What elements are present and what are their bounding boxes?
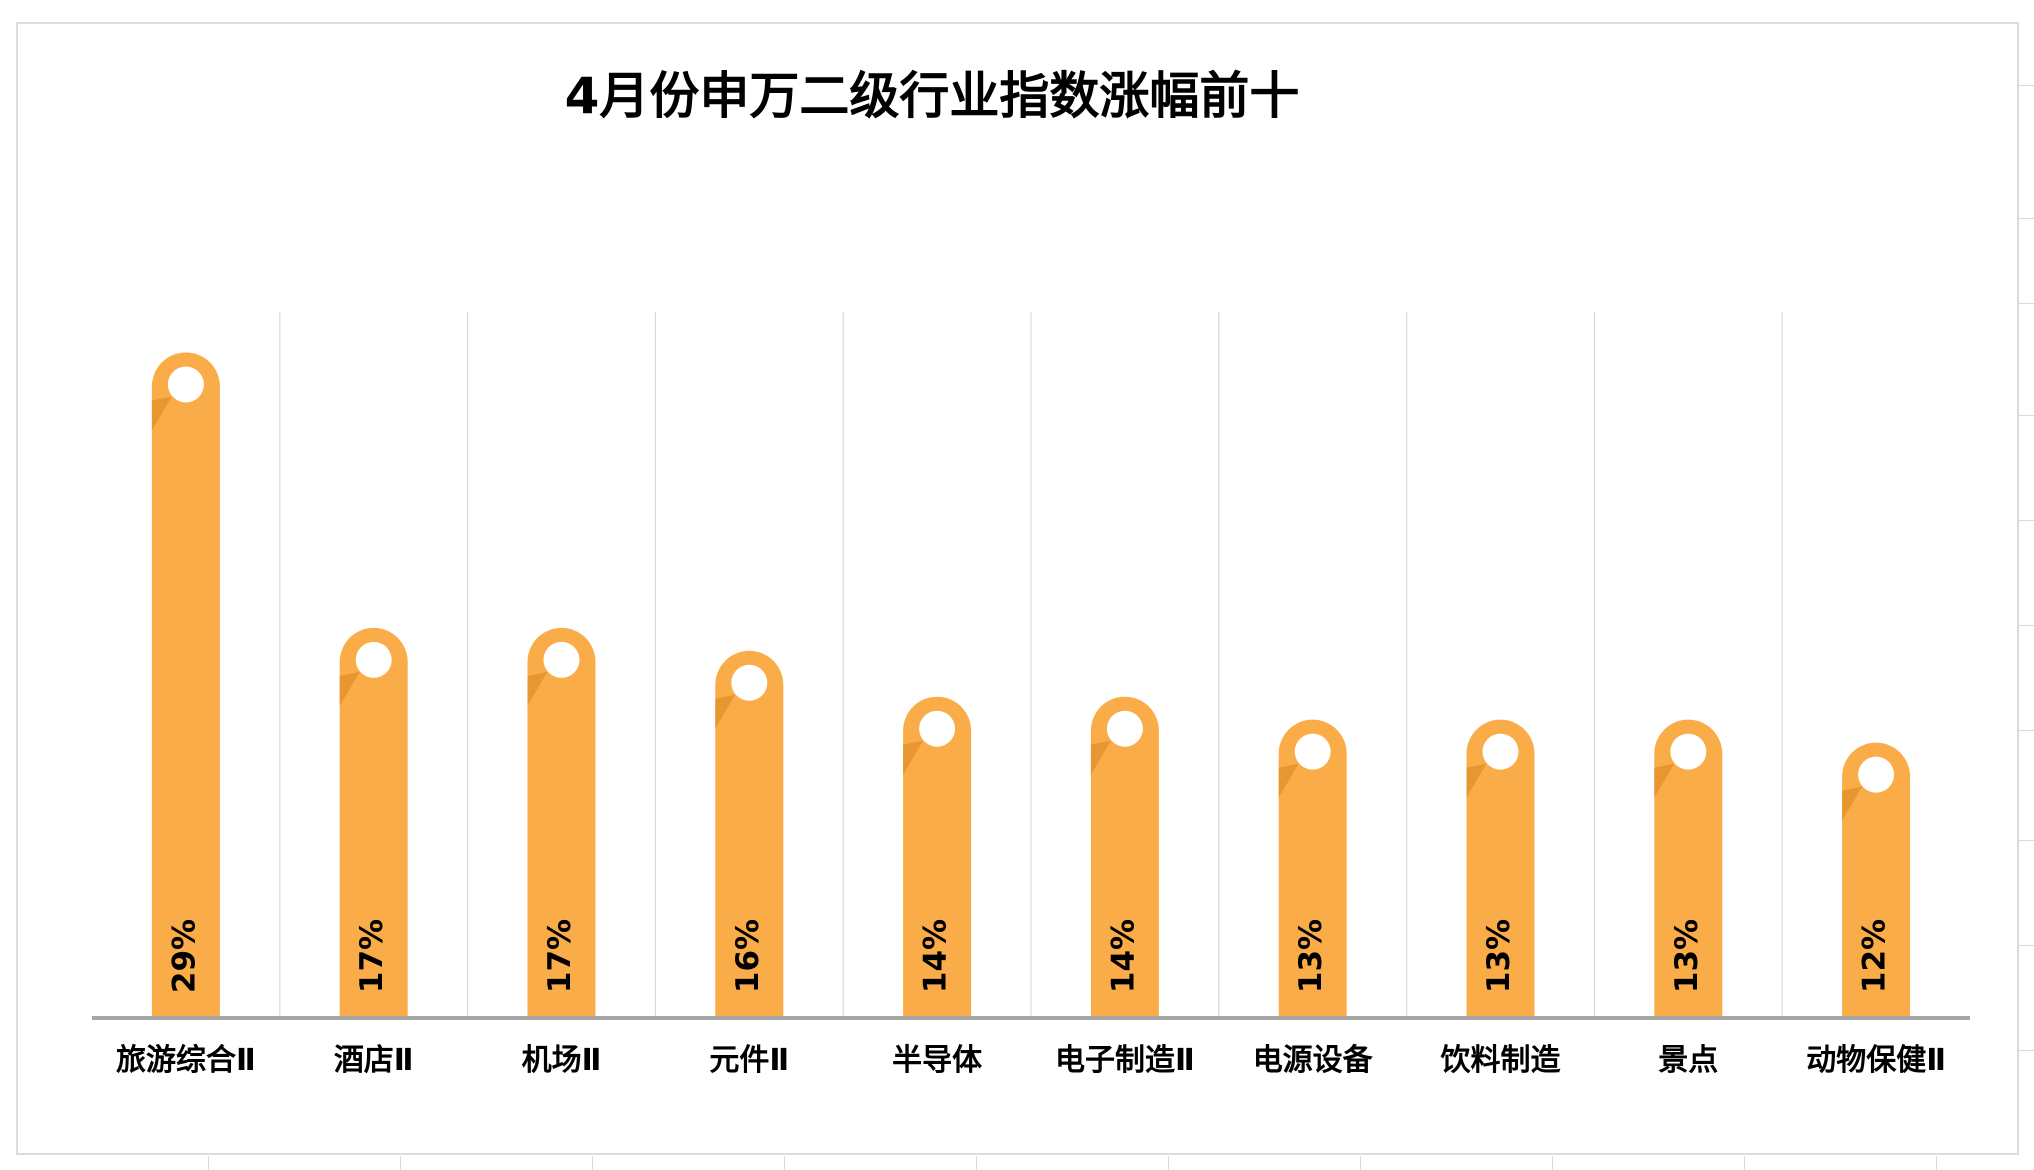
bar-marker-dot [1670,733,1707,770]
bar-marker-dot [919,710,956,747]
category-label: 动物保健Ⅱ [1806,1043,1946,1078]
cell-gridline [2018,625,2034,626]
bar [1842,742,1911,1018]
gridlines [279,312,1783,1018]
cell-gridline [2018,730,2034,731]
bar-marker-dot [1482,733,1519,770]
category-label: 旅游综合Ⅱ [116,1043,256,1078]
value-label: 17% [354,919,390,993]
bar-shadow [1842,786,1863,821]
value-label: 13% [1293,919,1329,993]
bar-shadow [715,694,736,729]
value-labels: 29% 17% 17% 16% 14% 14% 13% 13% 13% 12% [166,919,1892,993]
cell-gridline [1936,1156,1937,1170]
cell-gridline [208,1156,209,1170]
value-label: 17% [542,919,578,993]
bar [527,627,596,1018]
cell-gridline [2018,85,2034,86]
bar-marker-dot [1858,756,1895,793]
bar [1090,696,1159,1018]
cell-gridline [400,1156,401,1170]
bar-marker-dot [731,664,768,701]
bar-marker-dot [543,641,580,678]
cell-gridline [1744,1156,1745,1170]
bar-shadow [1278,763,1299,798]
cell-gridline [976,1156,977,1170]
bars [151,352,1911,1018]
bar [715,650,784,1018]
bar-shadow [1090,740,1111,775]
value-label: 29% [166,919,202,993]
cell-gridline [784,1156,785,1170]
bar [1654,719,1723,1018]
cell-gridline [1360,1156,1361,1170]
value-label: 16% [730,919,766,993]
bar-shadow [527,671,548,706]
bar-shadow [903,740,924,775]
chart-title: 4月份申万二级行业指数涨幅前十 [565,67,1300,125]
category-label: 电子制造Ⅱ [1055,1043,1195,1078]
bar-marker-dot [1106,710,1143,747]
category-label: 机场Ⅱ [522,1043,602,1078]
bar-shadow [151,396,172,431]
cell-gridline [2018,520,2034,521]
bar [1466,719,1535,1018]
category-label: 饮料制造 [1440,1043,1561,1078]
bar [903,696,972,1018]
cell-gridline [2018,945,2034,946]
category-label: 半导体 [892,1043,983,1078]
value-label: 12% [1857,919,1893,993]
bar [339,627,408,1018]
value-label: 14% [918,919,954,993]
category-label: 景点 [1658,1043,1718,1078]
bar-shadow [1654,763,1675,798]
cell-gridline [2018,218,2034,219]
value-label: 13% [1669,919,1705,993]
cell-gridline [2018,1050,2034,1051]
bar [151,352,220,1018]
bar-shadow [339,671,360,706]
cell-gridline [2018,840,2034,841]
category-label: 电源设备 [1253,1043,1374,1078]
cell-gridline [1168,1156,1169,1170]
bar-marker-dot [167,366,204,403]
cell-gridline [2018,415,2034,416]
bar-marker-dot [355,641,392,678]
cell-gridline [2018,303,2034,304]
category-labels: 旅游综合Ⅱ 酒店Ⅱ 机场Ⅱ 元件Ⅱ 半导体 电子制造Ⅱ 电源设备 饮料制造 景点 动物保健Ⅱ [116,1043,1946,1078]
cell-gridline [1552,1156,1553,1170]
category-label: 元件Ⅱ [709,1043,789,1078]
value-label: 14% [1105,919,1141,993]
bar [1278,719,1347,1018]
bar-marker-dot [1294,733,1331,770]
value-label: 13% [1481,919,1517,993]
cell-gridline [592,1156,593,1170]
bar-shadow [1466,763,1487,798]
category-label: 酒店Ⅱ [334,1043,414,1078]
